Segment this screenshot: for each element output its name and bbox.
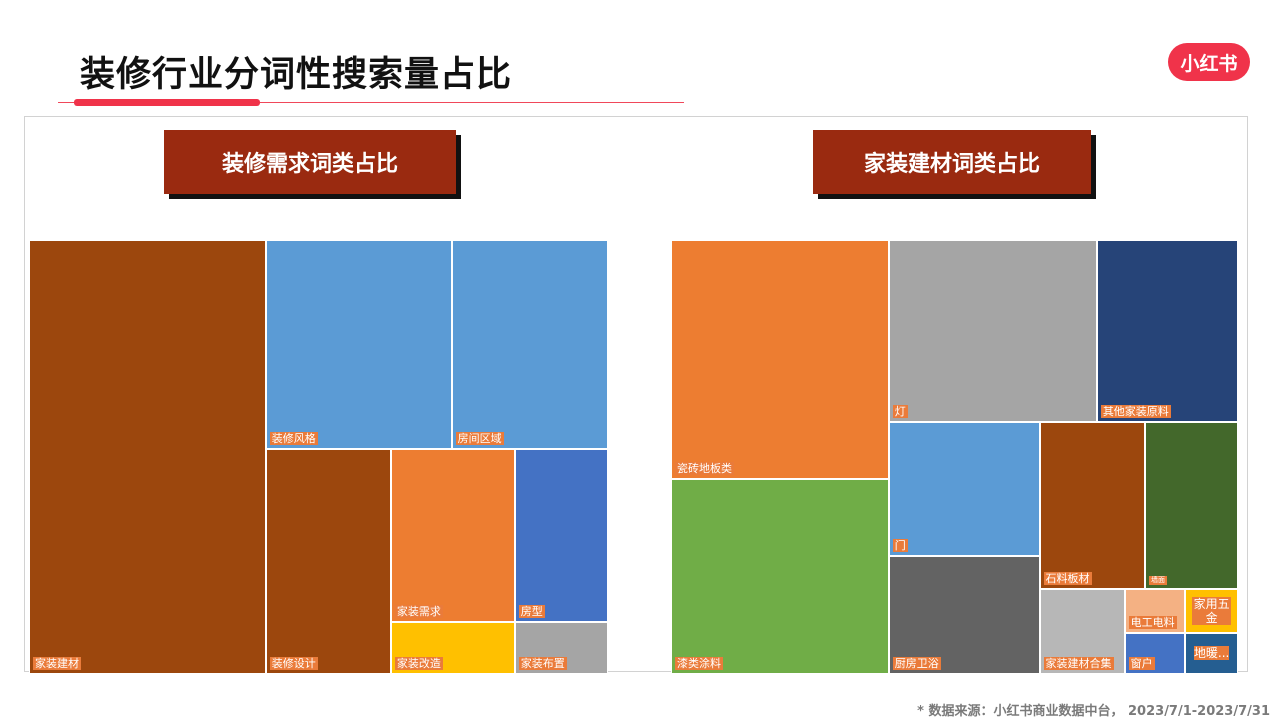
treemap-cell-label: 灯 [892,404,908,418]
treemap-cell-label-text: 家用五金 [1192,596,1231,625]
treemap-cell: 厨房卫浴 [888,555,1040,674]
page-title: 装修行业分词性搜索量占比 [80,55,513,95]
treemap-cell-label: 装修设计 [269,656,318,670]
treemap-cell: 家装需求 [390,449,515,623]
treemap-cell: 家装建材 [29,240,266,674]
treemap-cell-label: 门 [892,538,908,552]
chart-2-title: 家装建材词类占比 [813,130,1091,194]
chart-2-title-badge: 家装建材词类占比 [813,130,1096,199]
treemap-cell-label: 电工电料 [1128,615,1177,629]
treemap-cell: 石料板材 [1039,421,1145,589]
treemap-cell: 装修设计 [265,449,391,674]
treemap-cell-label: 家装需求 [394,605,443,619]
treemap-cell: 灯 [888,240,1097,422]
chart-1-title-badge: 装修需求词类占比 [164,130,461,199]
treemap-cell-label: 其他家装原料 [1100,404,1171,418]
treemap-cell: 家装建材合集 [1039,588,1125,674]
treemap-cell-label: 厨房卫浴 [892,656,941,670]
treemap-cell: 家装改造 [390,622,515,674]
treemap-cell-label: 家用五金 [1190,594,1233,628]
treemap-building-materials: 瓷砖地板类漆类涂料 灯 其他家装原料门厨房卫浴 石料板材 墙面家装建材合集 电工电料窗户 家… [671,240,1238,674]
treemap-renovation-demand: 家装建材 装修风格 房间区域装修设计 家装需求家装改造 房型家装布置 [29,240,608,674]
treemap-cell: 家装布置 [514,622,608,674]
treemap-cell: 瓷砖地板类 [671,240,889,480]
treemap-cell: 门 [888,421,1040,556]
content-frame [24,116,1248,672]
treemap-cell-label: 家装改造 [394,656,443,670]
title-underline [58,102,684,103]
treemap-cell: 装修风格 [265,240,452,450]
treemap-cell-label-text: 地暖... [1193,646,1230,661]
treemap-cell-label: 墙面 [1149,575,1167,585]
title-accent-bar [74,99,260,106]
treemap-cell-label: 家装布置 [518,656,567,670]
treemap-cell: 房间区域 [451,240,608,450]
treemap-cell: 其他家装原料 [1096,240,1238,422]
treemap-cell-label: 家装建材 [33,657,81,670]
treemap-cell-label: 漆类涂料 [675,656,723,670]
xiaohongshu-logo: 小红书 [1168,43,1250,81]
treemap-cell-label: 石料板材 [1043,571,1092,585]
treemap-cell-label: 家装建材合集 [1043,656,1114,670]
chart-1-title: 装修需求词类占比 [164,130,456,194]
treemap-cell: 窗户 [1124,632,1186,674]
treemap-cell: 墙面 [1145,421,1238,589]
treemap-cell: 地暖... [1185,632,1238,674]
treemap-cell-label: 装修风格 [269,432,318,446]
treemap-cell-label: 瓷砖地板类 [675,462,734,476]
treemap-cell-label: 房间区域 [455,432,504,446]
treemap-cell: 电工电料 [1124,588,1186,633]
data-source-note: * 数据来源：小红书商业数据中台， 2023/7/1-2023/7/31 [917,704,1270,719]
treemap-cell-label: 房型 [518,605,545,619]
treemap-cell-label: 地暖... [1190,638,1233,669]
treemap-cell: 漆类涂料 [671,479,889,674]
treemap-cell-label: 窗户 [1128,656,1155,670]
treemap-cell: 房型 [514,449,608,623]
treemap-cell: 家用五金 [1185,588,1238,633]
